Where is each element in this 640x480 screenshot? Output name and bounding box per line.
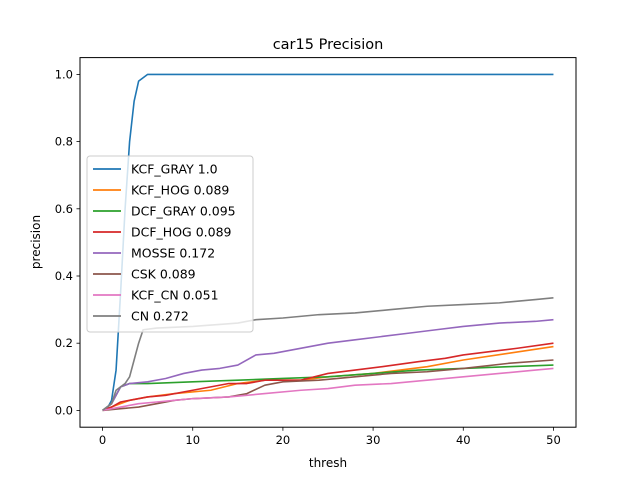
legend-label: KCF_CN 0.051	[131, 288, 219, 303]
x-tick-label: 0	[99, 433, 106, 447]
x-axis-label: thresh	[309, 456, 347, 470]
legend-label: MOSSE 0.172	[131, 246, 215, 261]
y-axis-ticks: 0.0 0.2 0.4 0.6 0.8 1.0	[55, 67, 80, 417]
x-tick-label: 50	[546, 433, 561, 447]
y-tick-label: 0.6	[55, 202, 73, 216]
x-tick-label: 30	[366, 433, 381, 447]
y-tick-label: 1.0	[55, 67, 73, 81]
series-line-4	[102, 318, 554, 412]
series-line-5	[102, 359, 554, 412]
series-line-6	[102, 367, 554, 412]
y-tick-label: 0.8	[55, 135, 73, 149]
series-layer	[102, 73, 554, 412]
plot-area-frame	[79, 57, 577, 428]
legend-label: CN 0.272	[131, 309, 189, 324]
legend: KCF_GRAY 1.0 KCF_HOG 0.089 DCF_GRAY 0.095 D…	[86, 155, 254, 333]
legend-label: DCF_HOG 0.089	[131, 225, 232, 240]
y-tick-label: 0.0	[55, 403, 73, 417]
legend-label: CSK 0.089	[131, 267, 196, 282]
x-tick-label: 10	[185, 433, 200, 447]
legend-label: DCF_GRAY 0.095	[131, 204, 236, 219]
x-axis-ticks: 0 10 20 30 40 50	[99, 427, 561, 447]
y-tick-label: 0.2	[55, 336, 73, 350]
chart-title: car15 Precision	[273, 37, 384, 53]
y-tick-label: 0.4	[55, 269, 73, 283]
series-line-2	[102, 364, 554, 412]
series-line-3	[102, 342, 554, 412]
y-axis-label: precision	[29, 215, 43, 269]
legend-box	[86, 155, 254, 333]
legend-label: KCF_HOG 0.089	[131, 183, 229, 198]
x-tick-label: 40	[456, 433, 471, 447]
x-tick-label: 20	[276, 433, 291, 447]
legend-label: KCF_GRAY 1.0	[131, 162, 218, 177]
